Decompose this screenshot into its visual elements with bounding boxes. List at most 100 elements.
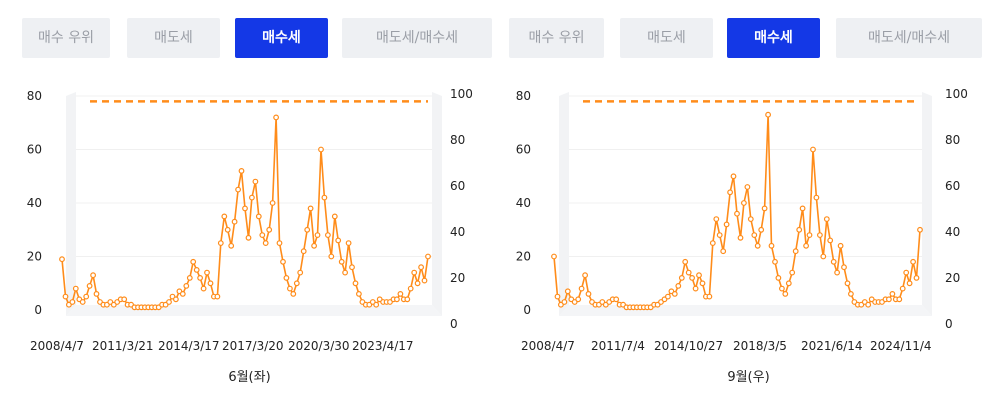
data-point [744,184,751,190]
x-axis-tick-label: 2018/3/5 [733,339,787,353]
data-point [321,194,328,201]
data-point [785,280,792,287]
y-axis-right-tick-label: 80 [945,133,960,147]
data-point [59,256,65,263]
data-point [190,258,197,265]
data-point [356,290,362,297]
data-point [720,248,727,255]
y-axis-right-tick-label: 100 [945,87,968,101]
x-axis-tick-label: 2011/3/21 [92,339,154,353]
data-point [886,296,892,303]
data-point [311,242,318,249]
y-axis-left-tick-label: 0 [523,303,531,317]
data-point [345,240,352,247]
x-axis-tick-label: 2024/11/4 [870,339,932,353]
data-point [716,232,723,239]
x-axis-tick-label: 2014/10/27 [654,339,723,353]
data-point [248,194,255,201]
data-point [723,221,730,228]
x-axis-tick-label: 2020/3/30 [288,339,350,353]
data-point [706,293,713,300]
data-point [407,285,414,292]
tab-selling[interactable]: 매도세 [127,18,220,58]
data-point [810,146,816,153]
x-axis-tick-label: 2014/3/17 [158,339,220,353]
data-point [269,200,276,206]
data-point [318,146,324,153]
plot-floor [559,305,932,316]
tab-buy-dominance[interactable]: 매수 우위 [509,18,604,58]
x-axis-tick-label: 2008/4/7 [30,339,84,353]
tab-buying[interactable]: 매수세 [235,18,328,58]
data-point [775,274,782,281]
data-point [231,218,238,225]
data-point [575,296,582,303]
data-point [314,232,321,239]
tab-sell-buy-ratio[interactable]: 매도세/매수세 [342,18,492,58]
data-point [273,114,280,121]
y-axis-right-tick-label: 100 [450,87,473,101]
data-point [585,290,592,297]
y-axis-right-tick-label: 20 [945,271,960,285]
data-point [259,232,266,239]
tab-buy-dominance[interactable]: 매수 우위 [22,18,110,58]
tab-buying[interactable]: 매수세 [727,18,820,58]
data-point [86,282,93,289]
data-point [352,280,359,287]
x-axis-tick-label: 2011/7/4 [591,339,645,353]
data-point [411,269,418,276]
data-point [214,293,221,300]
data-point [751,232,758,239]
data-point [664,293,671,300]
data-point [903,269,910,276]
data-point [69,299,76,305]
data-point [276,240,283,247]
data-point [235,186,242,193]
y-axis-left-tick-label: 20 [27,250,42,264]
data-point [266,226,273,233]
chart-panel-right: 매수 우위 매도세 매수세 매도세/매수세 0 20 40 60 80 0 20 40 60 80… [499,0,998,402]
data-point [689,274,696,281]
data-point [238,167,245,174]
data-point [685,269,692,276]
data-point [280,258,286,265]
data-point [554,293,561,300]
data-point [913,274,920,281]
data-point [62,293,69,300]
tab-selling[interactable]: 매도세 [620,18,713,58]
data-point [754,242,761,249]
y-axis-left-tick-label: 80 [516,89,531,103]
plot-floor [66,305,442,316]
data-point [290,290,297,297]
tab-sell-buy-ratio[interactable]: 매도세/매수세 [836,18,982,58]
data-point [848,290,854,297]
data-point [283,274,290,281]
y-axis-left-tick-label: 0 [34,303,42,317]
y-axis-right-tick-label: 40 [945,225,960,239]
data-point [418,264,425,271]
data-point [692,285,699,292]
data-point [906,280,913,287]
y-axis-left-tick-label: 60 [27,143,42,157]
data-point [841,264,847,271]
chart-caption: 6월(좌) [228,370,271,385]
data-point [228,242,235,249]
data-point [90,272,96,279]
data-point [404,296,411,303]
data-point [373,301,380,308]
data-point [699,280,706,287]
chart-panel-left: 매수 우위 매도세 매수세 매도세/매수세 0 20 40 60 80 0 20 40 60 80… [22,18,492,385]
data-point [806,232,813,239]
data-point [325,232,331,239]
data-point [200,285,207,292]
data-point [551,253,557,260]
data-point [186,274,193,281]
x-axis-tick-label: 2023/4/17 [352,339,414,353]
data-point [221,213,228,220]
x-axis-tick-label: 2008/4/7 [521,339,575,353]
data-point [896,296,903,303]
data-point [865,301,872,308]
data-point [820,253,827,260]
data-point [255,213,262,220]
data-point [737,234,744,241]
